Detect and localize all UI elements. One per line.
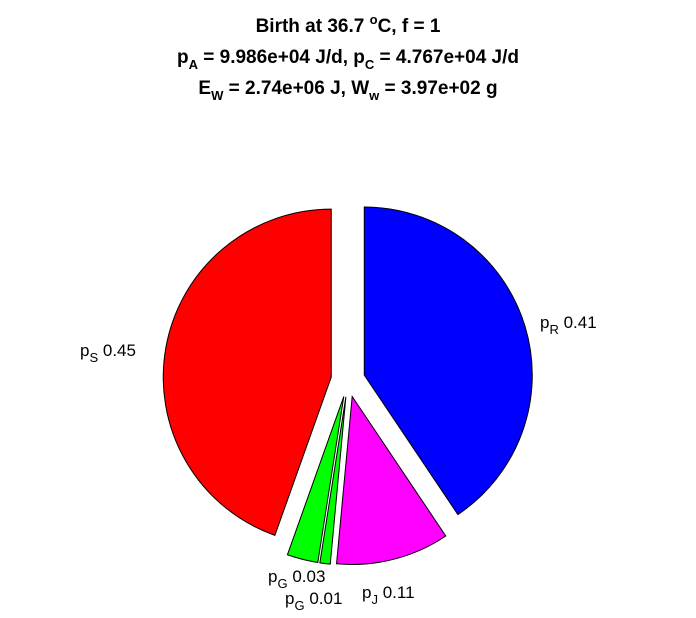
chart-title-line: EW = 2.74e+06 J, Ww = 3.97e+02 g <box>198 78 497 103</box>
slice-label-pj: pJ 0.11 <box>362 583 415 607</box>
chart-title: Birth at 36.7 oC, f = 1 pA = 9.986e+04 J/… <box>177 12 519 103</box>
pie-slice-pj <box>335 395 447 565</box>
pie-slice-pr <box>363 206 533 516</box>
slice-label-pr: pR 0.41 <box>540 313 597 337</box>
pie-slices <box>162 206 533 565</box>
slice-label-pg: pG 0.01 <box>285 589 342 613</box>
pie-slice-pg <box>319 396 347 565</box>
slice-label-pg: pG 0.03 <box>268 567 325 591</box>
slice-label-ps: pS 0.45 <box>80 341 136 365</box>
chart-title-line: pA = 9.986e+04 J/d, pC = 4.767e+04 J/d <box>177 47 519 72</box>
chart-title-line: Birth at 36.7 oC, f = 1 <box>256 12 441 37</box>
pie-slice-ps <box>162 208 332 537</box>
pie-slice-pg <box>286 396 345 564</box>
